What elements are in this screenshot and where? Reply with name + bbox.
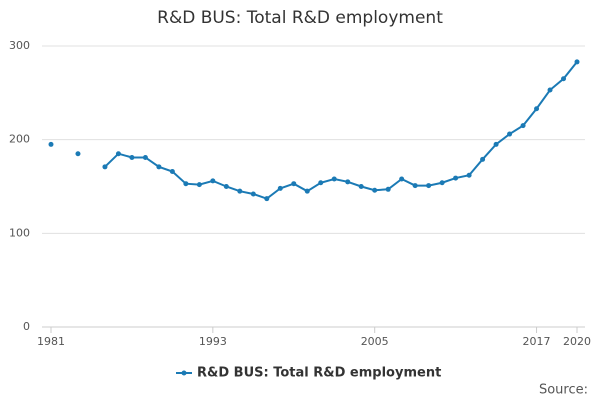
point <box>331 176 337 182</box>
point <box>561 76 567 82</box>
point <box>345 179 351 185</box>
legend-marker <box>181 370 187 376</box>
y-tick-label: 300 <box>9 39 30 52</box>
point <box>142 154 148 160</box>
point <box>169 169 175 175</box>
point <box>453 175 459 181</box>
point <box>466 172 472 178</box>
legend-label: R&D BUS: Total R&D employment <box>197 366 441 381</box>
point <box>385 186 391 192</box>
point <box>520 123 526 129</box>
point <box>412 183 418 189</box>
x-tick-label: 1981 <box>37 335 65 348</box>
point <box>210 178 216 184</box>
point <box>183 181 189 187</box>
point <box>534 106 540 112</box>
point <box>372 187 378 193</box>
source-label: Source: <box>539 383 588 398</box>
point <box>507 131 513 137</box>
point <box>291 181 297 187</box>
point <box>264 196 270 202</box>
point <box>439 180 445 186</box>
point <box>48 141 54 147</box>
point <box>75 151 81 157</box>
point <box>358 184 364 189</box>
point <box>115 151 121 157</box>
point <box>399 176 405 182</box>
point <box>277 185 283 191</box>
series-line <box>104 61 578 200</box>
point <box>480 156 486 162</box>
x-tick-label: 2020 <box>563 335 591 348</box>
point <box>196 182 202 188</box>
point <box>156 164 162 170</box>
point <box>426 183 432 189</box>
point <box>250 191 256 197</box>
chart-title: R&D BUS: Total R&D employment <box>157 8 443 28</box>
point <box>237 188 243 194</box>
point <box>574 59 580 65</box>
point <box>493 141 499 147</box>
x-tick-label: 1993 <box>199 335 227 348</box>
point <box>547 87 553 93</box>
point <box>304 188 310 194</box>
y-tick-label: 0 <box>23 320 30 333</box>
point <box>318 180 324 186</box>
x-tick-label: 2005 <box>361 335 389 348</box>
y-tick-label: 100 <box>9 226 30 239</box>
y-tick-label: 200 <box>9 133 30 146</box>
point <box>223 184 229 189</box>
point <box>129 154 135 160</box>
point <box>102 164 108 170</box>
x-tick-label: 2017 <box>523 335 551 348</box>
